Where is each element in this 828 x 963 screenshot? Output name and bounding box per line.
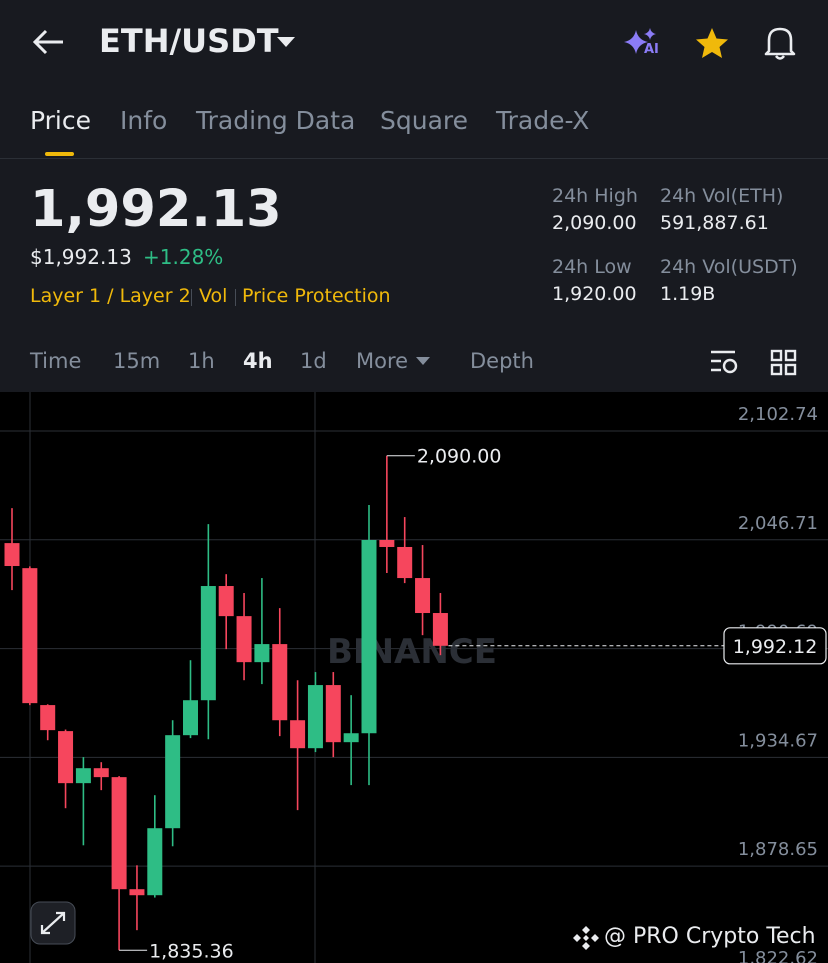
ai-label: AI [644,42,659,57]
layout-toggle[interactable] [770,349,798,377]
usd-price: $1,992.13 [30,245,132,269]
indicator-settings[interactable] [709,348,739,376]
last-price: 1,992.13 [30,180,282,239]
candle-body [93,768,109,778]
stat-label: 24h Vol(ETH) [660,185,784,207]
candle-body [379,539,395,547]
ai-icon [624,28,656,54]
candle-body [343,733,359,743]
candle-body [22,568,38,704]
candle-body [218,586,234,617]
interval[interactable]: 15m [113,349,161,373]
candle-body [165,735,181,829]
tab[interactable]: Square [380,106,469,135]
y-tick-label: 1,822.62 [738,948,818,963]
footer-watermark: @ PRO Crypto Tech [604,924,816,949]
candle-body [129,889,145,896]
y-tick-label: 1,878.65 [738,839,818,860]
candle-body [111,777,127,890]
divider [0,158,828,159]
alert-bell[interactable] [763,25,797,61]
y-tick-label: 2,046.71 [738,513,818,534]
interval[interactable]: More [356,349,409,373]
tag-separator [191,289,192,306]
stat-value: 1,920.00 [552,283,637,305]
candle-body [200,586,216,701]
candle-body [58,731,74,784]
tag[interactable]: Layer 1 / Layer 2 [30,285,191,307]
candle-body [432,613,448,646]
interval[interactable]: Depth [470,349,534,373]
stat-label: 24h Vol(USDT) [660,256,798,278]
tab-indicator [45,152,74,156]
tag-separator [235,289,236,306]
candle-body [307,685,323,749]
y-tick-label: 2,102.74 [738,404,818,425]
low-label: 1,835.36 [149,940,234,962]
pair-title[interactable]: ETH/USDT [99,22,279,60]
candle-body [4,543,20,567]
candle-body [254,644,270,663]
stat-value: 2,090.00 [552,212,637,234]
stat-label: 24h High [552,185,638,207]
interval[interactable]: Time [30,349,82,373]
favorite-star[interactable] [694,26,730,60]
candle-body [272,644,288,721]
watermark: BINANCE [327,632,497,672]
last-price-box [723,627,827,665]
chart-background [0,392,828,963]
stat-value: 1.19B [660,283,716,305]
candle-body [40,705,56,731]
candle-body [361,539,377,734]
ai-button[interactable]: AI [624,26,664,60]
pair-dropdown[interactable] [276,36,296,48]
fullscreen-button[interactable] [30,901,76,945]
back-button[interactable] [32,28,66,56]
interval[interactable]: 4h [243,349,273,373]
tab[interactable]: Info [120,106,168,135]
candle-body [75,768,91,784]
stat-value: 591,887.61 [660,212,769,234]
candlestick-chart: BINANCE 1,822.621,878.651,934.671,990.69… [0,392,828,963]
y-tick-label: 1,934.67 [738,730,818,751]
tag[interactable]: Vol [199,285,228,307]
more-caret [416,357,430,365]
watermark-logo [573,926,599,950]
tab[interactable]: Trade-X [496,106,590,135]
interval[interactable]: 1d [300,349,327,373]
tag[interactable]: Price Protection [242,285,391,307]
last-price-label: 1,992.12 [733,636,818,658]
candle-body [290,720,306,749]
candle-body [397,546,413,579]
tab[interactable]: Price [30,106,91,135]
interval[interactable]: 1h [188,349,215,373]
candle-body [325,685,341,743]
tab[interactable]: Trading Data [196,106,356,135]
stat-label: 24h Low [552,256,632,278]
candle-body [415,578,431,614]
high-label: 2,090.00 [417,446,502,468]
candle-body [183,700,198,736]
candle-body [147,828,163,896]
price-change: +1.28% [143,245,224,269]
candle-body [236,616,252,663]
